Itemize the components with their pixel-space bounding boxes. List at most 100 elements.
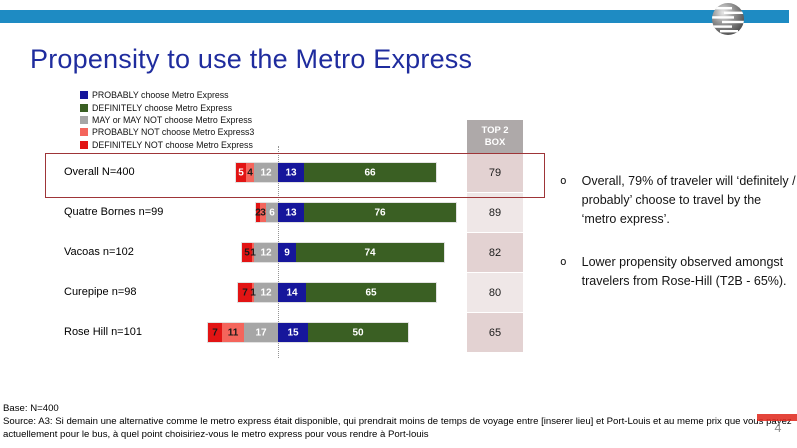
bar-segment: 76 — [304, 203, 456, 222]
bar-segment: 66 — [304, 163, 436, 182]
segment-value-label: 5 — [244, 247, 250, 258]
legend-swatch-icon — [80, 128, 88, 137]
bar-segment: 12 — [254, 243, 278, 262]
legend-swatch-icon — [80, 115, 88, 124]
legend-label: MAY or MAY NOT choose Metro Express — [92, 114, 253, 125]
legend-item-2: MAY or MAY NOT choose Metro Express — [80, 114, 254, 126]
segment-value-label: 13 — [285, 207, 297, 218]
top2box-cell: 79 — [467, 153, 523, 192]
top2box-cell: 89 — [467, 193, 523, 232]
bar-segment: 5 — [242, 243, 252, 262]
red-strike-mark — [757, 414, 797, 421]
segment-value-label: 12 — [260, 247, 272, 258]
bullet-marker-icon: o — [560, 174, 567, 187]
top2box-cell: 82 — [467, 233, 523, 272]
bullet-text: Lower propensity observed amongst travel… — [581, 255, 787, 288]
segment-value-label: 1 — [250, 287, 256, 298]
legend-label: PROBABLY choose Metro Express — [92, 90, 229, 101]
stacked-bar: 2 3 6 13 76 — [255, 202, 457, 223]
segment-value-label: 66 — [364, 167, 376, 178]
top2box-header: TOP 2 BOX — [467, 120, 523, 153]
segment-value-label: 65 — [365, 287, 377, 298]
bar-segment: 17 — [244, 323, 278, 342]
bar-segment: 74 — [296, 243, 444, 262]
segment-value-label: 9 — [284, 247, 290, 258]
segment-value-label: 11 — [227, 327, 239, 338]
segment-value-label: 74 — [364, 247, 376, 258]
bar-segment: 3 — [260, 203, 266, 222]
legend-item-0: PROBABLY choose Metro Express — [80, 89, 254, 101]
bar-segment: 9 — [278, 243, 296, 262]
bar-segment: 7 — [238, 283, 252, 302]
segment-value-label: 13 — [285, 167, 297, 178]
bar-segment: 12 — [254, 163, 278, 182]
legend-label: PROBABLY NOT choose Metro Express3 — [92, 127, 255, 138]
bar-segment: 5 — [236, 163, 246, 182]
stacked-bar: 5 4 12 13 66 — [235, 162, 437, 183]
category-label: Overall N=400 — [64, 166, 135, 178]
bar-segment: 13 — [278, 163, 304, 182]
segment-value-label: 3 — [260, 207, 266, 218]
source-note: Source: A3: Si demain une alternative co… — [3, 416, 792, 440]
bar-segment: 1 — [250, 283, 256, 302]
category-label: Vacoas n=102 — [64, 246, 134, 258]
segment-value-label: 2 — [255, 207, 261, 218]
footer-notes: Base: N=400 Source: A3: Si demain une al… — [3, 402, 796, 441]
segment-value-label: 12 — [260, 287, 272, 298]
category-label: Quatre Bornes n=99 — [64, 206, 164, 218]
segment-value-label: 1 — [250, 247, 256, 258]
bar-segment: 13 — [278, 203, 304, 222]
segment-value-label: 50 — [352, 327, 364, 338]
bullet-marker-icon: o — [560, 255, 567, 269]
bar-segment: 12 — [254, 283, 278, 302]
base-note: Base: N=400 — [3, 403, 59, 414]
bar-segment: 2 — [255, 203, 261, 222]
legend-item-3: PROBABLY NOT choose Metro Express3 — [80, 126, 254, 138]
segment-value-label: 14 — [286, 287, 298, 298]
legend-label: DEFINITELY choose Metro Express — [92, 102, 232, 113]
segment-value-label: 15 — [287, 327, 299, 338]
striped-globe-logo-icon — [710, 1, 746, 37]
bar-segment: 50 — [308, 323, 408, 342]
insight-bullets: o Overall, 79% of traveler will ‘definite… — [560, 172, 796, 316]
bullet-text: Overall, 79% of traveler will ‘definitel… — [581, 174, 796, 226]
segment-value-label: 76 — [374, 207, 386, 218]
bullet-item-0: o Overall, 79% of traveler will ‘definite… — [560, 172, 796, 228]
top2box-cell: 80 — [467, 273, 523, 312]
segment-value-label: 12 — [260, 167, 272, 178]
legend-swatch-icon — [80, 140, 88, 149]
bar-segment: 6 — [266, 203, 278, 222]
legend-swatch-icon — [80, 91, 88, 100]
overall-row-highlight-box — [45, 153, 545, 198]
stacked-bar: 5 1 12 9 74 — [241, 242, 445, 263]
bar-segment: 15 — [278, 323, 308, 342]
page-title: Propensity to use the Metro Express — [30, 44, 473, 74]
category-label: Rose Hill n=101 — [64, 326, 142, 338]
bar-segment: 7 — [208, 323, 222, 342]
legend-swatch-icon — [80, 103, 88, 112]
bar-segment: 11 — [222, 323, 244, 342]
bar-segment: 1 — [250, 243, 256, 262]
bar-segment: 4 — [246, 163, 254, 182]
stacked-bar: 7 1 12 14 65 — [237, 282, 437, 303]
page-number: 4 — [774, 421, 782, 435]
legend-label: DEFINITELY NOT choose Metro Express — [92, 139, 253, 150]
legend-item-4: DEFINITELY NOT choose Metro Express — [80, 139, 254, 151]
chart-legend: PROBABLY choose Metro Express DEFINITELY … — [80, 89, 254, 151]
bar-segment: 14 — [278, 283, 306, 302]
legend-item-1: DEFINITELY choose Metro Express — [80, 101, 254, 113]
top2box-cell: 65 — [467, 313, 523, 352]
top2box-header-label: TOP 2 BOX — [481, 124, 509, 148]
bullet-item-1: o Lower propensity observed amongst trave… — [560, 253, 796, 291]
category-label: Curepipe n=98 — [64, 286, 137, 298]
segment-value-label: 6 — [269, 207, 275, 218]
stacked-bar: 7 11 17 15 50 — [207, 322, 409, 343]
segment-value-label: 7 — [212, 327, 218, 338]
bar-segment: 65 — [306, 283, 436, 302]
segment-value-label: 5 — [238, 167, 244, 178]
segment-value-label: 4 — [247, 167, 253, 178]
top-accent-bar — [0, 10, 789, 23]
segment-value-label: 7 — [242, 287, 248, 298]
segment-value-label: 17 — [255, 327, 267, 338]
